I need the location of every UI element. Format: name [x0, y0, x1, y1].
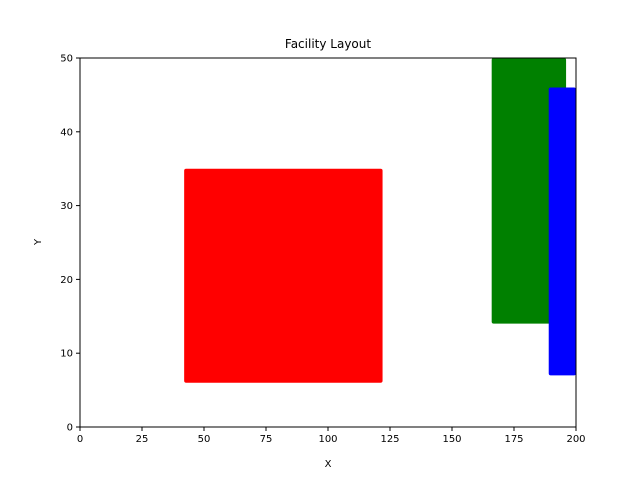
- y-tick-label: 50: [60, 54, 73, 65]
- y-tick-label: 30: [60, 201, 73, 212]
- y-tick-label: 10: [60, 349, 73, 360]
- y-axis: 0 10 20 30 40 50: [60, 54, 80, 434]
- y-tick-label: 20: [60, 275, 73, 286]
- facility-rect-2: [491, 58, 567, 324]
- x-tick-label: 0: [77, 434, 83, 445]
- facility-rect-3: [548, 87, 576, 376]
- x-tick-label: 200: [566, 434, 585, 445]
- y-tick-label: 0: [67, 423, 73, 434]
- rectangles-layer: [184, 58, 576, 383]
- x-tick-label: 150: [442, 434, 461, 445]
- y-tick-label: 40: [60, 127, 73, 138]
- x-axis: 0 25 50 75 100 125 150 175 200: [77, 427, 586, 445]
- x-tick-label: 175: [504, 434, 523, 445]
- x-tick-label: 75: [260, 434, 273, 445]
- x-axis-label: X: [325, 459, 332, 470]
- facility-rect-1: [184, 168, 383, 383]
- x-tick-label: 100: [318, 434, 337, 445]
- x-tick-label: 125: [380, 434, 399, 445]
- y-axis-label: Y: [33, 238, 44, 246]
- x-tick-label: 25: [136, 434, 149, 445]
- chart-title: Facility Layout: [285, 37, 371, 51]
- x-tick-label: 50: [198, 434, 211, 445]
